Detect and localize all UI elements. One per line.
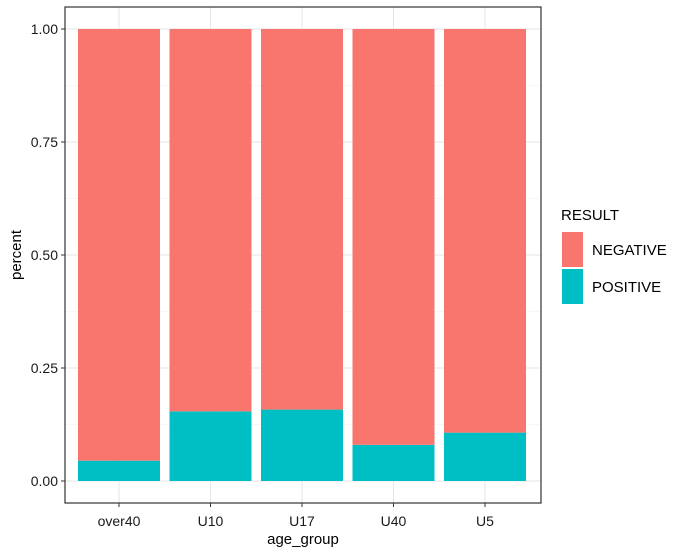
- y-tick-label: 0.75: [31, 134, 58, 150]
- bar-negative-u40: [352, 29, 435, 445]
- y-axis: 0.00 0.25 0.50 0.75 1.00: [31, 21, 65, 489]
- x-tick-label: U10: [198, 513, 224, 529]
- x-tick-label: over40: [98, 513, 141, 529]
- legend: RESULT NEGATIVE POSITIVE: [561, 207, 667, 304]
- bar-positive-over40: [78, 460, 160, 481]
- y-axis-title: percent: [8, 229, 25, 280]
- bar-negative-over40: [78, 29, 160, 461]
- x-axis-title: age_group: [267, 531, 339, 548]
- bar-negative-u5: [444, 29, 526, 433]
- legend-items: NEGATIVE POSITIVE: [562, 232, 667, 304]
- y-tick-label: 0.50: [31, 247, 58, 263]
- bar-negative-u10: [169, 29, 252, 412]
- bar-positive-u40: [352, 444, 435, 481]
- legend-key-positive: [562, 269, 583, 304]
- legend-label-negative: NEGATIVE: [592, 242, 667, 259]
- legend-title: RESULT: [561, 207, 619, 224]
- bars: [78, 29, 526, 481]
- bar-positive-u5: [444, 432, 526, 481]
- y-tick-label: 0.25: [31, 360, 58, 376]
- x-tick-label: U17: [289, 513, 315, 529]
- bar-negative-u17: [261, 29, 343, 410]
- x-tick-label: U5: [476, 513, 494, 529]
- bar-positive-u17: [261, 409, 343, 481]
- x-axis: over40 U10 U17 U40 U5: [98, 503, 494, 529]
- y-tick-label: 0.00: [31, 473, 58, 489]
- legend-key-negative: [562, 232, 583, 267]
- legend-label-positive: POSITIVE: [592, 279, 661, 296]
- y-tick-label: 1.00: [31, 21, 58, 37]
- bar-positive-u10: [169, 411, 252, 481]
- x-tick-label: U40: [381, 513, 407, 529]
